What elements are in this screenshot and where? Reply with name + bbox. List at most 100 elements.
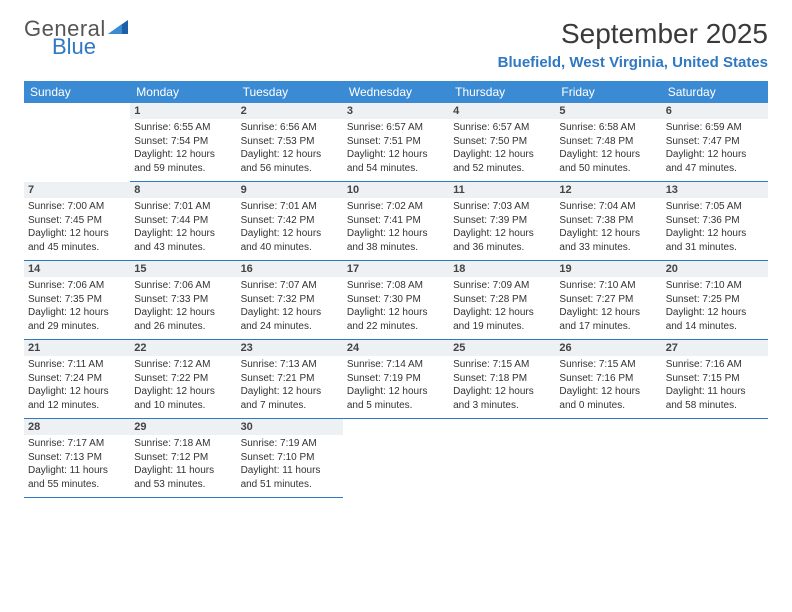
calendar-cell: 2Sunrise: 6:56 AMSunset: 7:53 PMDaylight… [237, 103, 343, 182]
day-cell: 17Sunrise: 7:08 AMSunset: 7:30 PMDayligh… [343, 261, 449, 340]
calendar-cell: 13Sunrise: 7:05 AMSunset: 7:36 PMDayligh… [662, 182, 768, 261]
sunrise-line: Sunrise: 7:03 AM [453, 200, 551, 214]
brand-blue: Blue [52, 36, 130, 58]
sunrise-line: Sunrise: 7:06 AM [134, 279, 232, 293]
day-number: 21 [24, 340, 130, 356]
calendar-page: General Blue September 2025 Bluefield, W… [0, 0, 792, 508]
day-number: 13 [662, 182, 768, 198]
calendar-cell [343, 419, 449, 498]
sunrise-line: Sunrise: 7:06 AM [28, 279, 126, 293]
day-number: 19 [555, 261, 661, 277]
daylight-line: Daylight: 12 hours and 50 minutes. [559, 148, 657, 175]
brand-logo: General Blue [24, 18, 130, 58]
day-number: 12 [555, 182, 661, 198]
day-number: 29 [130, 419, 236, 435]
day-cell: 1Sunrise: 6:55 AMSunset: 7:54 PMDaylight… [130, 103, 236, 182]
day-header-row: Sunday Monday Tuesday Wednesday Thursday… [24, 81, 768, 103]
sunrise-line: Sunrise: 7:01 AM [241, 200, 339, 214]
day-cell: 7Sunrise: 7:00 AMSunset: 7:45 PMDaylight… [24, 182, 130, 261]
day-cell: 4Sunrise: 6:57 AMSunset: 7:50 PMDaylight… [449, 103, 555, 182]
day-cell: 29Sunrise: 7:18 AMSunset: 7:12 PMDayligh… [130, 419, 236, 498]
calendar-cell: 29Sunrise: 7:18 AMSunset: 7:12 PMDayligh… [130, 419, 236, 498]
sunset-line: Sunset: 7:35 PM [28, 293, 126, 307]
sunset-line: Sunset: 7:50 PM [453, 135, 551, 149]
day-number: 6 [662, 103, 768, 119]
calendar-cell: 23Sunrise: 7:13 AMSunset: 7:21 PMDayligh… [237, 340, 343, 419]
daylight-line: Daylight: 12 hours and 5 minutes. [347, 385, 445, 412]
calendar-cell [662, 419, 768, 498]
day-number: 16 [237, 261, 343, 277]
daylight-line: Daylight: 12 hours and 26 minutes. [134, 306, 232, 333]
day-number: 26 [555, 340, 661, 356]
sunset-line: Sunset: 7:24 PM [28, 372, 126, 386]
location: Bluefield, West Virginia, United States [498, 54, 768, 71]
day-number: 15 [130, 261, 236, 277]
calendar-cell: 14Sunrise: 7:06 AMSunset: 7:35 PMDayligh… [24, 261, 130, 340]
day-cell: 3Sunrise: 6:57 AMSunset: 7:51 PMDaylight… [343, 103, 449, 182]
sunrise-line: Sunrise: 7:19 AM [241, 437, 339, 451]
daylight-line: Daylight: 11 hours and 58 minutes. [666, 385, 764, 412]
calendar-cell: 30Sunrise: 7:19 AMSunset: 7:10 PMDayligh… [237, 419, 343, 498]
sunrise-line: Sunrise: 7:15 AM [453, 358, 551, 372]
day-cell: 30Sunrise: 7:19 AMSunset: 7:10 PMDayligh… [237, 419, 343, 498]
calendar-cell [24, 103, 130, 182]
sunset-line: Sunset: 7:10 PM [241, 451, 339, 465]
title-block: September 2025 Bluefield, West Virginia,… [498, 18, 768, 71]
sunset-line: Sunset: 7:39 PM [453, 214, 551, 228]
daylight-line: Daylight: 12 hours and 10 minutes. [134, 385, 232, 412]
calendar-week: 1Sunrise: 6:55 AMSunset: 7:54 PMDaylight… [24, 103, 768, 182]
sunset-line: Sunset: 7:16 PM [559, 372, 657, 386]
day-cell: 25Sunrise: 7:15 AMSunset: 7:18 PMDayligh… [449, 340, 555, 419]
sunrise-line: Sunrise: 7:09 AM [453, 279, 551, 293]
calendar-cell: 17Sunrise: 7:08 AMSunset: 7:30 PMDayligh… [343, 261, 449, 340]
day-number: 3 [343, 103, 449, 119]
day-cell: 14Sunrise: 7:06 AMSunset: 7:35 PMDayligh… [24, 261, 130, 340]
calendar-cell: 18Sunrise: 7:09 AMSunset: 7:28 PMDayligh… [449, 261, 555, 340]
sunset-line: Sunset: 7:18 PM [453, 372, 551, 386]
calendar-cell: 21Sunrise: 7:11 AMSunset: 7:24 PMDayligh… [24, 340, 130, 419]
calendar-cell: 28Sunrise: 7:17 AMSunset: 7:13 PMDayligh… [24, 419, 130, 498]
daylight-line: Daylight: 12 hours and 36 minutes. [453, 227, 551, 254]
daylight-line: Daylight: 12 hours and 52 minutes. [453, 148, 551, 175]
sunrise-line: Sunrise: 7:05 AM [666, 200, 764, 214]
sunset-line: Sunset: 7:47 PM [666, 135, 764, 149]
day-number: 11 [449, 182, 555, 198]
dayhead-wednesday: Wednesday [343, 81, 449, 103]
calendar-cell: 22Sunrise: 7:12 AMSunset: 7:22 PMDayligh… [130, 340, 236, 419]
calendar-cell [555, 419, 661, 498]
daylight-line: Daylight: 12 hours and 3 minutes. [453, 385, 551, 412]
sunset-line: Sunset: 7:38 PM [559, 214, 657, 228]
sunset-line: Sunset: 7:53 PM [241, 135, 339, 149]
daylight-line: Daylight: 12 hours and 22 minutes. [347, 306, 445, 333]
day-cell: 24Sunrise: 7:14 AMSunset: 7:19 PMDayligh… [343, 340, 449, 419]
daylight-line: Daylight: 12 hours and 24 minutes. [241, 306, 339, 333]
day-number: 9 [237, 182, 343, 198]
sunrise-line: Sunrise: 7:11 AM [28, 358, 126, 372]
calendar-cell: 15Sunrise: 7:06 AMSunset: 7:33 PMDayligh… [130, 261, 236, 340]
day-cell: 8Sunrise: 7:01 AMSunset: 7:44 PMDaylight… [130, 182, 236, 261]
day-cell: 19Sunrise: 7:10 AMSunset: 7:27 PMDayligh… [555, 261, 661, 340]
calendar-cell: 3Sunrise: 6:57 AMSunset: 7:51 PMDaylight… [343, 103, 449, 182]
day-number: 22 [130, 340, 236, 356]
sunset-line: Sunset: 7:12 PM [134, 451, 232, 465]
day-number: 18 [449, 261, 555, 277]
day-cell: 20Sunrise: 7:10 AMSunset: 7:25 PMDayligh… [662, 261, 768, 340]
calendar-cell: 7Sunrise: 7:00 AMSunset: 7:45 PMDaylight… [24, 182, 130, 261]
daylight-line: Daylight: 12 hours and 40 minutes. [241, 227, 339, 254]
daylight-line: Daylight: 11 hours and 53 minutes. [134, 464, 232, 491]
calendar-cell: 4Sunrise: 6:57 AMSunset: 7:50 PMDaylight… [449, 103, 555, 182]
sunset-line: Sunset: 7:21 PM [241, 372, 339, 386]
daylight-line: Daylight: 12 hours and 33 minutes. [559, 227, 657, 254]
day-number: 30 [237, 419, 343, 435]
dayhead-thursday: Thursday [449, 81, 555, 103]
day-number: 5 [555, 103, 661, 119]
calendar-cell [449, 419, 555, 498]
sunrise-line: Sunrise: 6:57 AM [347, 121, 445, 135]
day-cell: 27Sunrise: 7:16 AMSunset: 7:15 PMDayligh… [662, 340, 768, 419]
daylight-line: Daylight: 12 hours and 43 minutes. [134, 227, 232, 254]
sunrise-line: Sunrise: 7:08 AM [347, 279, 445, 293]
sunrise-line: Sunrise: 6:59 AM [666, 121, 764, 135]
sunrise-line: Sunrise: 7:16 AM [666, 358, 764, 372]
day-number: 14 [24, 261, 130, 277]
day-number: 20 [662, 261, 768, 277]
